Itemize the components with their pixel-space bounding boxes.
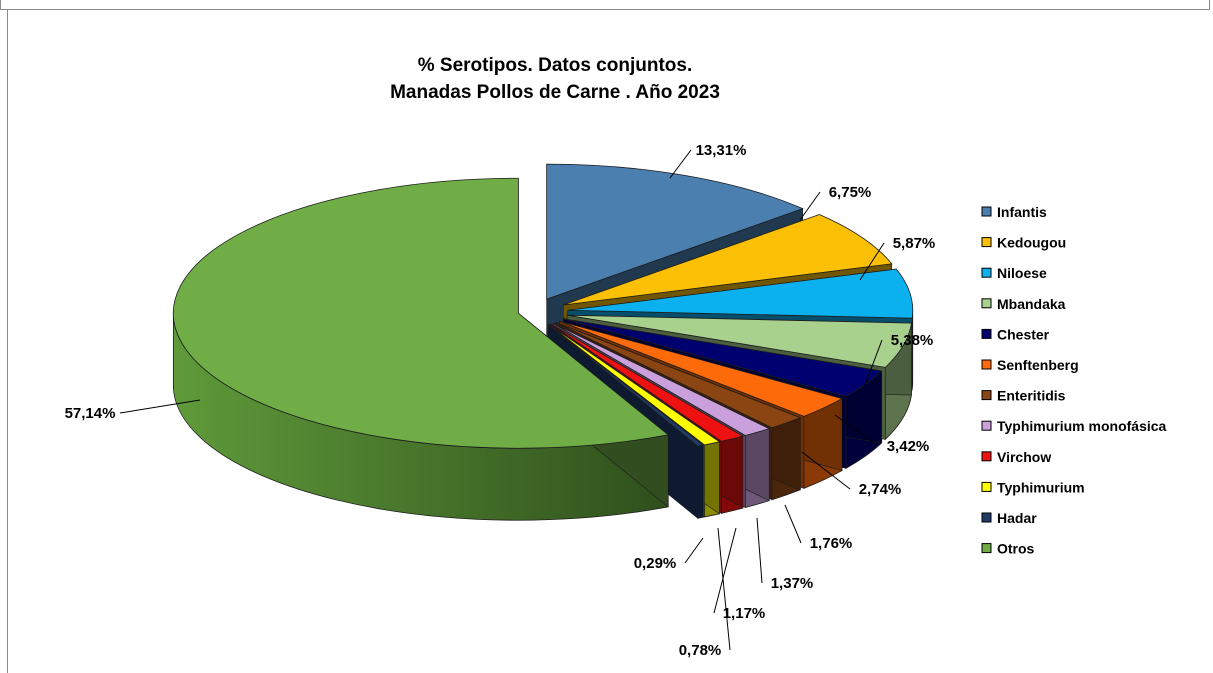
- slice-typhimurium-monofasica: [553, 322, 771, 436]
- data-label-kedougou: 6,75%: [829, 184, 872, 201]
- legend-label-hadar: Hadar: [997, 510, 1037, 526]
- leader-line-enteritidis: [784, 504, 802, 544]
- data-label-typhimurium: 0,78%: [679, 642, 722, 659]
- leader-line-senftenberg: [801, 451, 851, 490]
- slice-infantis: [546, 163, 804, 300]
- legend-label-senftenberg: Senftenberg: [997, 357, 1079, 373]
- chart-title-line-1: % Serotipos. Datos conjuntos.: [418, 55, 692, 76]
- leader-line-infantis: [669, 149, 692, 179]
- chart-frame-left: [7, 9, 8, 673]
- legend-swatch-niloese: [981, 267, 992, 278]
- data-label-chester: 3,42%: [887, 438, 930, 455]
- leader-line-chester: [834, 414, 879, 447]
- legend-label-mbandaka: Mbandaka: [997, 296, 1066, 312]
- slice-typhimurium: [548, 324, 721, 446]
- chart-legend: Infantis Kedougou Niloese Mbandaka Chester Se…: [981, 204, 1167, 557]
- leader-line-typhimurium-monofasica: [756, 517, 763, 584]
- pie-slices: [172, 163, 914, 521]
- legend-swatch-typhimurium-monofasica: [981, 420, 992, 431]
- legend-swatch-otros: [981, 543, 992, 554]
- data-labels: 13,31% 6,75% 5,87% 5,38% 3,42% 2,74% 1,76% 1,37…: [65, 142, 936, 659]
- slice-senftenberg: [559, 320, 844, 417]
- data-label-enteritidis: 1,76%: [810, 535, 853, 552]
- legend-swatch-chester: [981, 328, 992, 339]
- data-label-infantis: 13,31%: [696, 142, 747, 159]
- legend-label-chester: Chester: [997, 326, 1050, 342]
- legend-label-virchow: Virchow: [997, 449, 1051, 465]
- legend-swatch-senftenberg: [981, 359, 992, 370]
- legend-swatch-virchow: [981, 451, 992, 462]
- leader-line-niloese: [859, 242, 885, 281]
- legend-swatch-enteritidis: [981, 390, 992, 401]
- legend-label-infantis: Infantis: [997, 204, 1047, 220]
- legend-swatch-kedougou: [981, 237, 992, 248]
- data-label-otros: 57,14%: [65, 405, 116, 422]
- leader-line-kedougou: [799, 191, 821, 221]
- data-label-mbandaka: 5,38%: [891, 332, 934, 349]
- legend-label-enteritidis: Enteritidis: [997, 388, 1066, 404]
- slice-mbandaka: [567, 314, 912, 368]
- chart-title-line-2: Manadas Pollos de Carne . Año 2023: [390, 82, 720, 103]
- data-label-senftenberg: 2,74%: [859, 481, 902, 498]
- legend-swatch-mbandaka: [981, 298, 992, 309]
- leader-line-hadar: [684, 537, 704, 564]
- legend-label-niloese: Niloese: [997, 265, 1047, 281]
- leader-line-otros: [119, 399, 201, 414]
- data-label-niloese: 5,87%: [893, 235, 936, 252]
- legend-label-typhimurium-monofasica: Typhimurium monofásica: [997, 418, 1167, 434]
- legend-swatch-infantis: [981, 206, 992, 217]
- leader-line-typhimurium: [717, 527, 731, 651]
- slice-tops: [173, 163, 914, 449]
- legend-label-typhimurium: Typhimurium: [997, 479, 1085, 495]
- slice-otros: [173, 177, 670, 449]
- slice-virchow: [550, 323, 744, 442]
- legend-label-otros: Otros: [997, 541, 1035, 557]
- slice-kedougou: [563, 214, 893, 306]
- chart-frame-top: [0, 0, 1210, 10]
- data-label-hadar: 0,29%: [634, 555, 677, 572]
- legend-swatch-hadar: [981, 512, 992, 523]
- legend-swatch-typhimurium: [981, 481, 992, 492]
- leader-line-virchow: [713, 527, 737, 614]
- slice-enteritidis: [555, 322, 802, 429]
- slice-hadar: [547, 324, 705, 447]
- data-label-virchow: 1,17%: [723, 605, 766, 622]
- legend-label-kedougou: Kedougou: [997, 235, 1066, 251]
- leader-line-mbandaka: [864, 339, 883, 386]
- data-label-typhimurium-monofasica: 1,37%: [771, 575, 814, 592]
- slice-niloese: [567, 268, 914, 319]
